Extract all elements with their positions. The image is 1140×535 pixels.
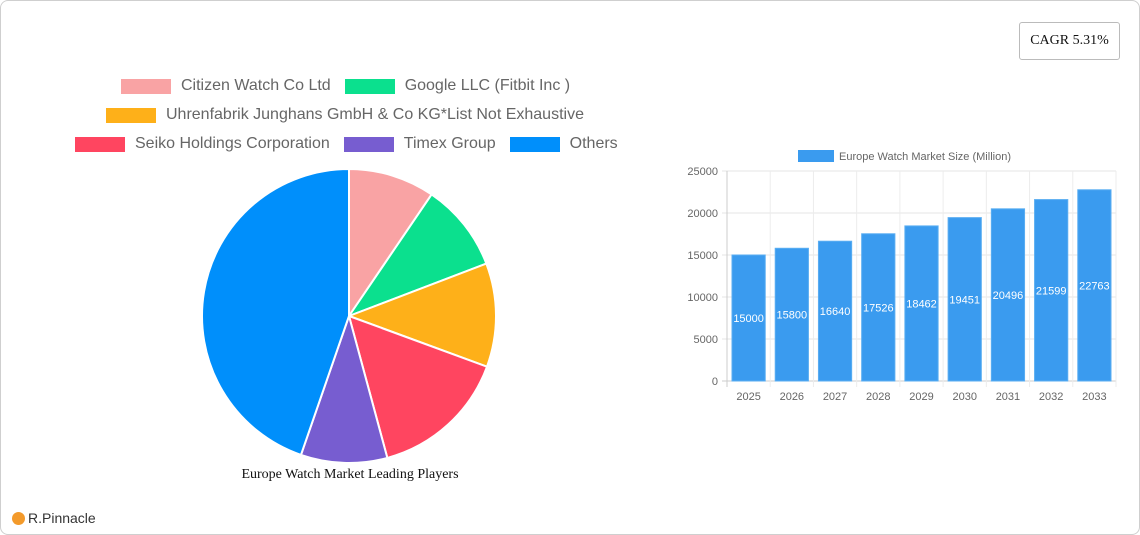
- y-tick-label: 15000: [687, 250, 718, 262]
- pie-legend-row-2: Uhrenfabrik Junghans GmbH & Co KG*List N…: [106, 106, 598, 124]
- bar[interactable]: [731, 254, 766, 382]
- pie-legend-row-1: Citizen Watch Co Ltd Google LLC (Fitbit …: [121, 77, 584, 95]
- pie-slice[interactable]: [346, 193, 488, 319]
- y-tick-label: 5000: [694, 334, 718, 346]
- bar-data-label: 15800: [777, 310, 808, 322]
- bar-data-label: 19451: [949, 294, 980, 306]
- logo: R.Pinnacle: [12, 510, 96, 526]
- bar[interactable]: [990, 208, 1026, 382]
- bar-legend-swatch: [798, 150, 834, 162]
- bar[interactable]: [861, 233, 896, 382]
- pie-slice[interactable]: [348, 167, 434, 320]
- pie-slice[interactable]: [346, 262, 497, 368]
- bar[interactable]: [947, 217, 982, 382]
- pie-slice[interactable]: [347, 314, 489, 460]
- legend-item[interactable]: Others: [509, 135, 618, 153]
- legend-label: Google LLC (Fitbit Inc ): [404, 77, 571, 94]
- x-tick-label: 2032: [1039, 391, 1063, 403]
- pie-slice[interactable]: [299, 312, 389, 464]
- legend-swatch: [344, 78, 395, 94]
- legend-item[interactable]: Timex Group: [343, 135, 496, 153]
- bar[interactable]: [774, 247, 809, 382]
- cagr-badge: CAGR 5.31%: [1019, 22, 1120, 60]
- pie-legend-row-3: Seiko Holdings Corporation Timex Group O…: [75, 135, 632, 153]
- bar-data-label: 22763: [1079, 280, 1110, 292]
- logo-icon: [12, 511, 25, 525]
- y-tick-label: 25000: [687, 166, 718, 178]
- bar-legend-label[interactable]: Europe Watch Market Size (Million): [839, 151, 1011, 163]
- legend-item[interactable]: Seiko Holdings Corporation: [75, 135, 330, 153]
- x-tick-label: 2028: [866, 391, 890, 403]
- bar[interactable]: [1077, 189, 1112, 382]
- bar[interactable]: [904, 225, 939, 382]
- legend-label: Citizen Watch Co Ltd: [181, 77, 331, 94]
- bar-data-label: 17526: [863, 302, 894, 314]
- legend-item[interactable]: Citizen Watch Co Ltd: [121, 77, 331, 95]
- legend-swatch: [343, 136, 394, 152]
- legend-label: Seiko Holdings Corporation: [135, 135, 330, 152]
- bar-data-label: 18462: [906, 298, 937, 310]
- legend-swatch: [121, 78, 171, 94]
- bar-data-label: 16640: [820, 306, 851, 318]
- bar[interactable]: [817, 240, 853, 382]
- legend-swatch: [75, 136, 125, 152]
- bar-data-label: 20496: [993, 290, 1024, 302]
- x-tick-label: 2033: [1082, 391, 1106, 403]
- x-tick-label: 2025: [736, 391, 760, 403]
- legend-item[interactable]: Google LLC (Fitbit Inc ): [344, 77, 571, 95]
- y-tick-label: 0: [712, 376, 718, 388]
- pie-slice[interactable]: [201, 167, 350, 457]
- bar-data-label: 21599: [1036, 285, 1067, 297]
- legend-label: Uhrenfabrik Junghans GmbH & Co KG*List N…: [166, 106, 584, 123]
- x-tick-label: 2031: [996, 391, 1020, 403]
- x-tick-label: 2029: [909, 391, 933, 403]
- logo-text: R.Pinnacle: [28, 510, 96, 526]
- pie-title: Europe Watch Market Leading Players: [241, 467, 459, 482]
- y-tick-label: 20000: [687, 208, 718, 220]
- legend-item[interactable]: Uhrenfabrik Junghans GmbH & Co KG*List N…: [106, 106, 584, 124]
- x-tick-label: 2030: [952, 391, 976, 403]
- legend-swatch: [509, 136, 560, 152]
- legend-swatch: [106, 107, 156, 123]
- bar[interactable]: [1034, 199, 1069, 382]
- legend-label: Timex Group: [403, 135, 496, 152]
- x-tick-label: 2027: [823, 391, 847, 403]
- y-tick-label: 10000: [687, 292, 718, 304]
- bar-data-label: 15000: [733, 313, 764, 325]
- legend-label: Others: [569, 135, 618, 152]
- x-tick-label: 2026: [780, 391, 804, 403]
